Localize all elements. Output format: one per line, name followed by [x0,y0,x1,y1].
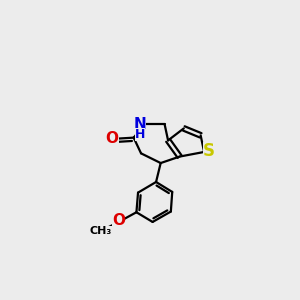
Text: N: N [134,117,146,132]
Text: O: O [106,131,119,146]
Text: O: O [112,213,125,228]
Text: CH₃: CH₃ [89,226,112,236]
Text: H: H [135,128,145,141]
Text: S: S [203,142,215,160]
